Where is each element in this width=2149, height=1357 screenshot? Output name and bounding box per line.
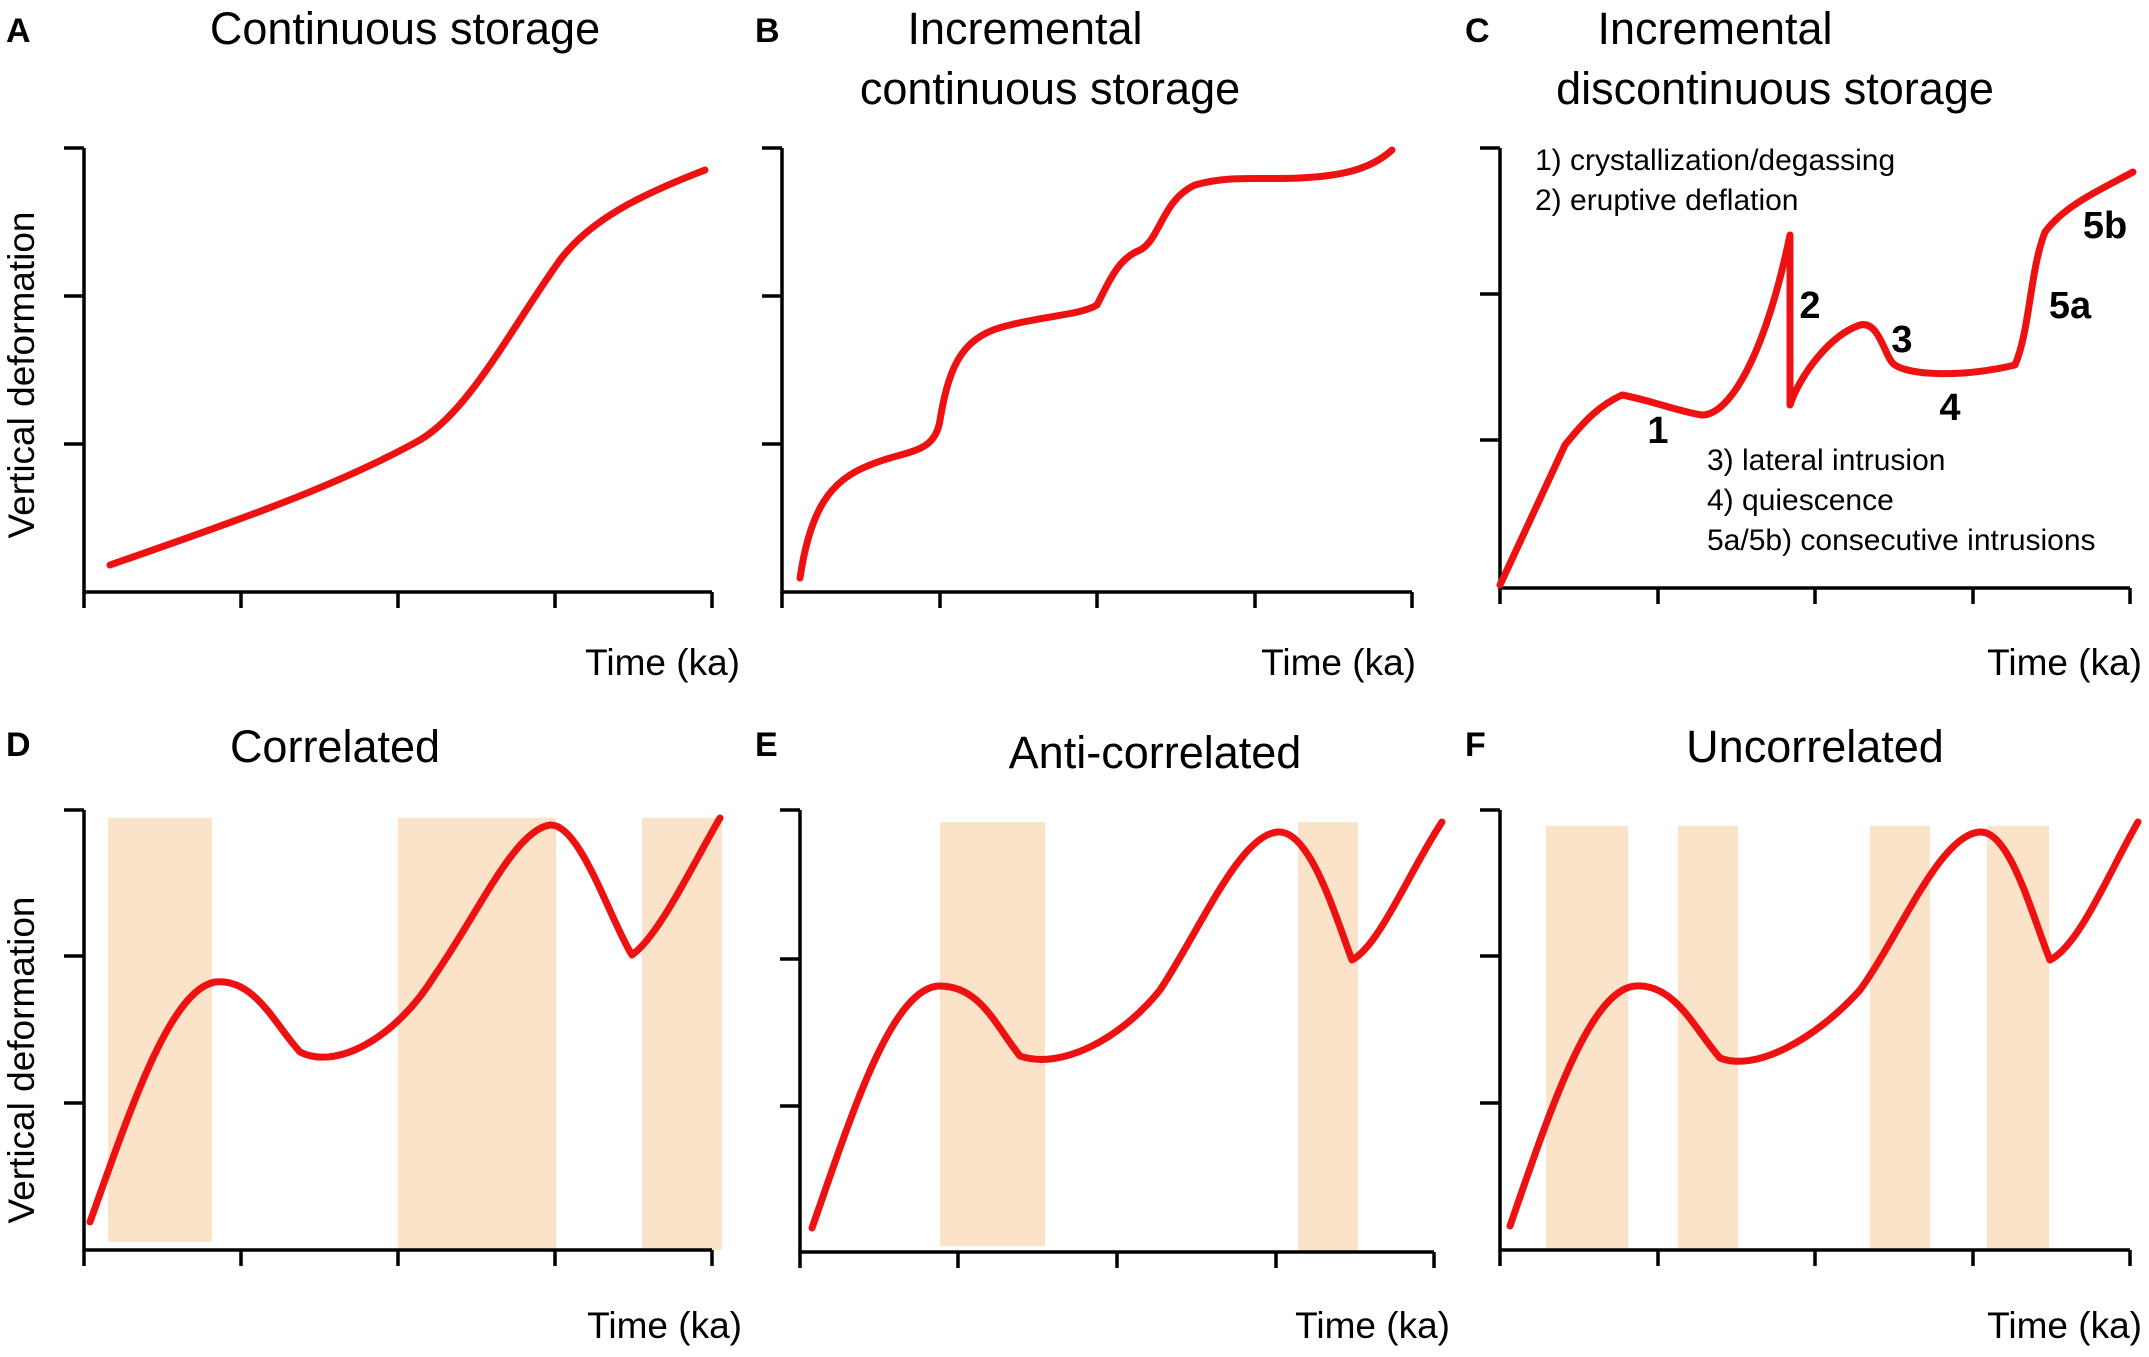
panel-d-deformation-curve <box>86 814 724 1226</box>
stage-label-5b: 5b <box>2083 205 2127 247</box>
panel-d: D Correlated Vertical deformation Time (… <box>1 721 742 1346</box>
panel-f-deformation-curve <box>1506 818 2142 1230</box>
panel-e-title: Anti-correlated <box>1009 727 1302 778</box>
panel-f-title: Uncorrelated <box>1686 721 1944 772</box>
panel-c-note-1: 1) crystallization/degassing <box>1535 144 1895 177</box>
panel-b-title-line-2: continuous storage <box>860 63 1240 114</box>
stage-label-2: 2 <box>1799 285 1820 327</box>
panel-a-y-axis-label: Vertical deformation <box>1 211 42 538</box>
panel-e-shaded-band-2 <box>1298 822 1358 1252</box>
panel-letter-f: F <box>1465 726 1486 764</box>
panel-b-deformation-curve <box>796 146 1396 582</box>
panel-a-axes <box>82 148 712 594</box>
panel-letter-c: C <box>1465 12 1490 50</box>
stage-label-3: 3 <box>1891 319 1912 361</box>
panel-c-note-3: 3) lateral intrusion <box>1707 444 1945 477</box>
panel-e: E Anti-correlated Time (ka) <box>755 726 1450 1346</box>
panel-c-note-5: 5a/5b) consecutive intrusions <box>1707 524 2096 557</box>
panel-c-title-line-2: discontinuous storage <box>1556 63 1994 114</box>
panel-a-ticks <box>64 146 714 608</box>
panel-b-axes <box>780 148 1412 594</box>
panel-a: A Continuous storage Vertical deformatio… <box>1 3 740 683</box>
panel-d-x-axis-label: Time (ka) <box>587 1305 742 1346</box>
panel-c-note-2: 2) eruptive deflation <box>1535 184 1799 217</box>
stage-label-4: 4 <box>1939 387 1960 429</box>
stage-label-5a: 5a <box>2049 285 2092 327</box>
panel-d-shaded-band-2 <box>398 818 556 1250</box>
panel-b-title-line-1: Incremental <box>907 3 1142 54</box>
panel-e-x-axis-label: Time (ka) <box>1295 1305 1450 1346</box>
panel-letter-d: D <box>6 726 31 764</box>
panel-e-deformation-curve <box>808 818 1446 1232</box>
panel-c-deformation-curve <box>1496 168 2137 589</box>
panel-d-y-axis-label: Vertical deformation <box>1 896 42 1223</box>
panel-letter-e: E <box>755 726 778 764</box>
panel-c-note-4: 4) quiescence <box>1707 484 1894 517</box>
panel-c-x-axis-label: Time (ka) <box>1987 642 2142 683</box>
panel-f-shaded-band-2 <box>1678 826 1738 1248</box>
panel-a-title: Continuous storage <box>210 3 600 54</box>
panel-f: F Uncorrelated Time (ka) <box>1465 721 2142 1346</box>
panel-c-ticks <box>1480 146 2132 604</box>
panel-d-ticks <box>64 808 714 1266</box>
panel-c-title-line-1: Incremental <box>1597 3 1832 54</box>
panel-letter-b: B <box>755 12 780 50</box>
panel-c: C Incremental discontinuous storage 1) c… <box>1465 3 2142 683</box>
panel-f-shaded-band-4 <box>1987 826 2049 1248</box>
panel-a-x-axis-label: Time (ka) <box>585 642 740 683</box>
panel-b-x-axis-label: Time (ka) <box>1261 642 1416 683</box>
panel-f-ticks <box>1480 808 2132 1266</box>
panel-e-ticks <box>780 808 1436 1268</box>
panel-d-title: Correlated <box>230 721 440 772</box>
panel-b-ticks <box>762 146 1414 608</box>
stage-label-1: 1 <box>1647 410 1668 452</box>
panel-d-shaded-band-1 <box>108 818 212 1242</box>
panel-f-x-axis-label: Time (ka) <box>1987 1305 2142 1346</box>
panel-a-deformation-curve <box>106 166 709 569</box>
panel-b: B Incremental continuous storage Time (k… <box>755 3 1416 683</box>
panel-e-shaded-band-1 <box>940 822 1045 1246</box>
panel-letter-a: A <box>6 12 31 50</box>
